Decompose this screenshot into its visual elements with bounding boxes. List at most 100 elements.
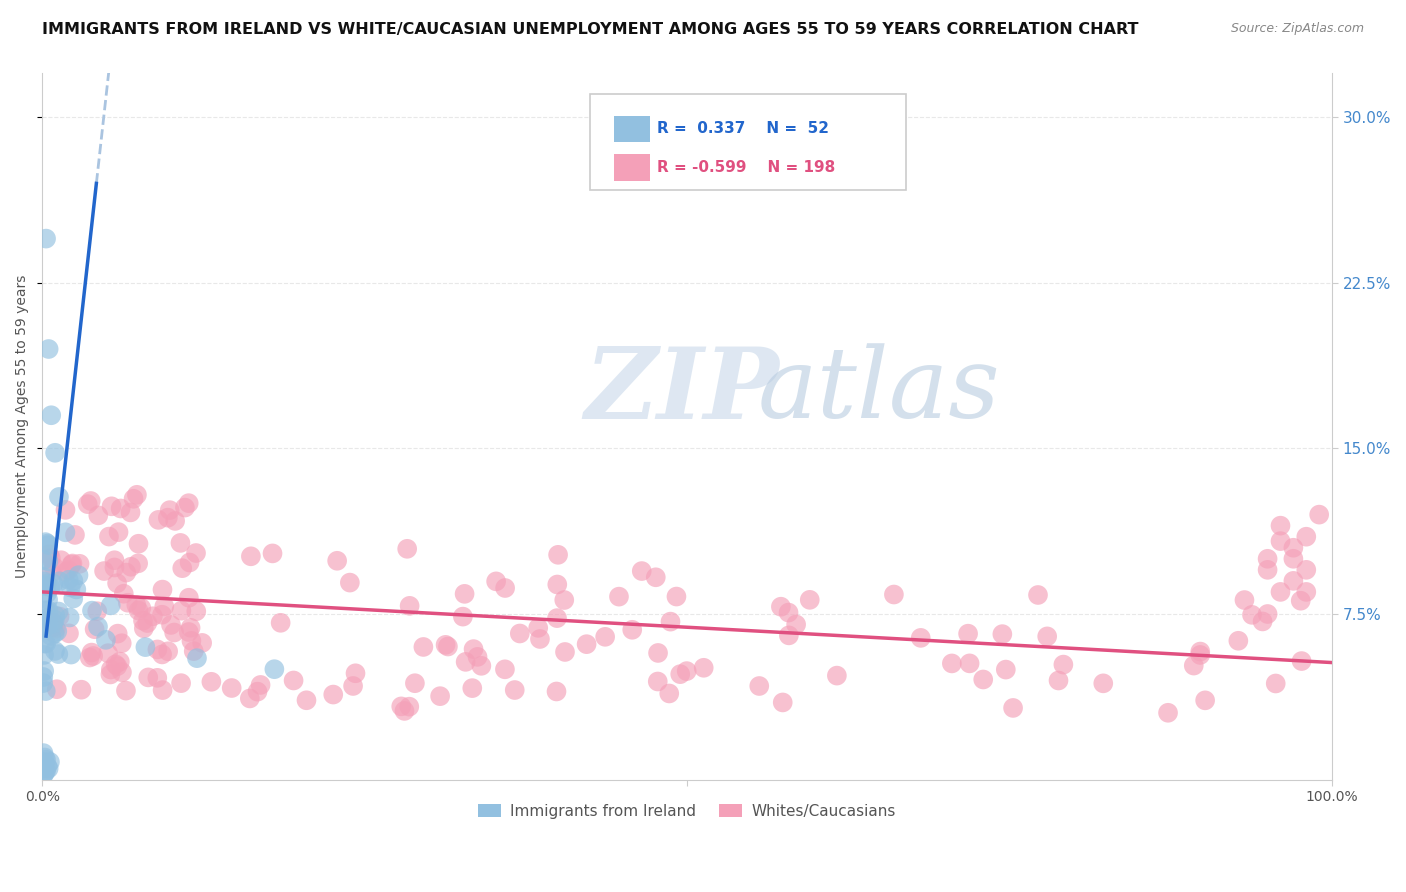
Point <box>169 536 191 550</box>
Point <box>454 655 477 669</box>
Point <box>86 604 108 618</box>
Point <box>453 587 475 601</box>
Point <box>396 541 419 556</box>
Point <box>769 599 792 614</box>
Point <box>35 764 58 778</box>
Point <box>647 646 669 660</box>
Point <box>136 615 159 630</box>
Point <box>221 681 243 695</box>
Point <box>45 682 67 697</box>
Point <box>32 553 55 567</box>
Point <box>186 604 208 618</box>
Point <box>748 679 770 693</box>
Point <box>412 640 434 654</box>
Point <box>38 547 60 561</box>
Point <box>186 651 208 665</box>
Point <box>38 603 60 617</box>
Point <box>32 746 55 760</box>
Point <box>546 611 568 625</box>
Point <box>136 670 159 684</box>
Point <box>1233 593 1256 607</box>
Point <box>41 566 63 580</box>
Point <box>778 606 800 620</box>
Point <box>44 644 66 658</box>
Point <box>1295 563 1317 577</box>
Point <box>37 759 59 773</box>
Point <box>125 488 148 502</box>
Point <box>994 663 1017 677</box>
Point <box>44 446 66 460</box>
Point <box>295 693 318 707</box>
Point <box>110 501 132 516</box>
Text: R = -0.599    N = 198: R = -0.599 N = 198 <box>658 160 835 175</box>
Point <box>103 560 125 574</box>
Point <box>451 609 474 624</box>
Point <box>125 598 148 612</box>
Point <box>675 664 697 678</box>
Point <box>62 574 84 588</box>
Point <box>42 617 65 632</box>
Point <box>910 631 932 645</box>
Point <box>107 626 129 640</box>
Point <box>972 673 994 687</box>
Point <box>62 591 84 606</box>
Point <box>547 548 569 562</box>
Point <box>44 613 66 627</box>
Point <box>485 574 508 589</box>
Point <box>127 557 149 571</box>
Point <box>398 699 420 714</box>
FancyBboxPatch shape <box>613 116 650 143</box>
Point <box>150 607 173 622</box>
Point <box>404 676 426 690</box>
Point <box>42 576 65 591</box>
Point <box>322 688 344 702</box>
Point <box>37 619 59 633</box>
Point <box>35 620 58 634</box>
Point <box>42 620 65 634</box>
Point <box>163 625 186 640</box>
Point <box>55 525 77 540</box>
Point <box>100 599 122 613</box>
Point <box>115 566 138 580</box>
Point <box>607 590 630 604</box>
Point <box>170 604 193 618</box>
Point <box>658 686 681 700</box>
Point <box>437 640 460 654</box>
Point <box>546 684 568 698</box>
Point <box>129 601 152 615</box>
Point <box>344 666 367 681</box>
Point <box>1092 676 1115 690</box>
Point <box>32 768 55 782</box>
Point <box>772 695 794 709</box>
Point <box>100 667 122 681</box>
Text: ZIP: ZIP <box>583 343 779 439</box>
Point <box>32 664 55 678</box>
Point <box>42 616 65 631</box>
Point <box>104 657 127 672</box>
Point <box>87 508 110 523</box>
Point <box>48 490 70 504</box>
Point <box>494 581 516 595</box>
Point <box>669 667 692 681</box>
Point <box>58 573 80 587</box>
Point <box>146 671 169 685</box>
Point <box>177 625 200 640</box>
Point <box>157 644 180 658</box>
Point <box>80 494 103 508</box>
Point <box>35 603 58 617</box>
Point <box>35 753 58 767</box>
Point <box>34 535 56 549</box>
Point <box>34 574 56 589</box>
Point <box>44 608 66 623</box>
Point <box>48 574 70 589</box>
Point <box>239 549 262 564</box>
Point <box>62 557 84 571</box>
Point <box>32 755 55 769</box>
Point <box>38 342 60 356</box>
Point <box>117 596 139 610</box>
Point <box>37 536 59 550</box>
Point <box>122 491 145 506</box>
Text: IMMIGRANTS FROM IRELAND VS WHITE/CAUCASIAN UNEMPLOYMENT AMONG AGES 55 TO 59 YEAR: IMMIGRANTS FROM IRELAND VS WHITE/CAUCASI… <box>42 22 1139 37</box>
Point <box>37 592 59 607</box>
Point <box>179 556 201 570</box>
